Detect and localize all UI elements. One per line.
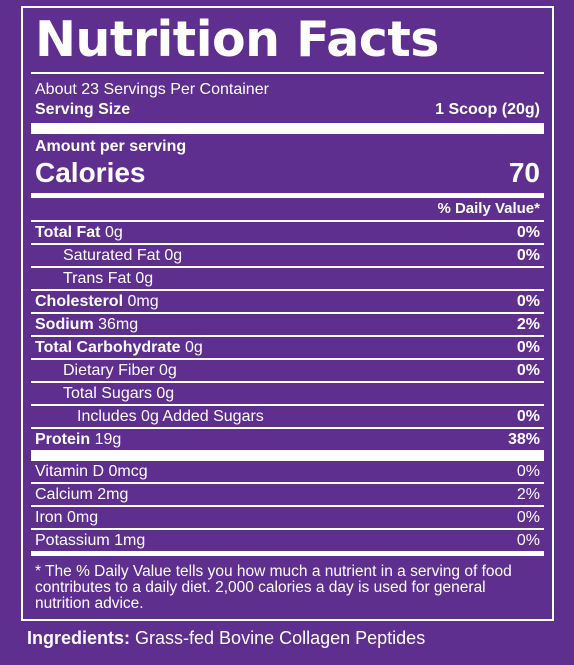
nutrition-facts-panel: Nutrition Facts About 23 Servings Per Co… [21, 6, 554, 621]
vitamin-daily-value: 0% [516, 463, 540, 480]
amount-per-serving: Amount per serving [35, 138, 187, 155]
nutrient-label: Total Sugars 0g [35, 383, 174, 404]
nutrient-label: Saturated Fat 0g [35, 245, 182, 266]
nutrient-label: Dietary Fiber 0g [35, 360, 177, 381]
medium-divider [31, 193, 544, 198]
nutrient-amount: 36mg [98, 316, 139, 333]
vitamin-list: Vitamin D 0mcg 0% Calcium 2mg 2% Iron 0mg 0% P… [31, 461, 544, 551]
nutrient-divider [31, 381, 544, 383]
nutrient-amount: 0g [104, 224, 123, 241]
nutrient-amount: 0g [164, 247, 183, 264]
vitamin-label: Potassium 1mg [35, 532, 146, 549]
nutrient-label: Sodium 36mg [35, 314, 138, 335]
nutrient-name: Total Carbohydrate [35, 339, 181, 356]
nutrient-daily-value: 0% [516, 247, 540, 264]
vitamin-daily-value: 2% [516, 486, 540, 503]
nutrient-amount: 0g [184, 339, 203, 356]
nutrient-label: Total Fat 0g [35, 222, 123, 243]
ingredients: Ingredients: Grass-fed Bovine Collagen P… [27, 626, 425, 650]
nutrient-name: Dietary Fiber [63, 362, 155, 379]
nutrient-row: Dietary Fiber 0g 0% [35, 360, 540, 381]
vitamin-label: Calcium 2mg [35, 486, 129, 503]
vitamin-label: Vitamin D 0mcg [35, 463, 148, 480]
nutrient-daily-value: 0% [516, 224, 540, 241]
nutrient-row: Total Carbohydrate 0g 0% [35, 337, 540, 358]
serving-size-value: 1 Scoop (20g) [435, 101, 540, 118]
vitamin-row: Vitamin D 0mcg 0% [35, 461, 540, 482]
nutrient-row: Saturated Fat 0g 0% [35, 245, 540, 266]
nutrient-label: Includes 0g Added Sugars [35, 406, 264, 427]
ingredients-label: Ingredients: [27, 628, 131, 648]
nutrient-divider [31, 289, 544, 291]
nutrient-divider [31, 358, 544, 360]
calories-row: Calories 70 [35, 156, 540, 190]
thick-divider [31, 123, 544, 134]
nutrient-label: Cholesterol 0mg [35, 291, 159, 312]
nutrient-row: Protein 19g 38% [35, 429, 540, 450]
nutrient-name: Saturated Fat [63, 247, 160, 264]
nutrition-facts-title: Nutrition Facts [35, 11, 439, 68]
nutrient-divider [31, 266, 544, 268]
nutrient-row: Cholesterol 0mg 0% [35, 291, 540, 312]
nutrient-name: Trans Fat [63, 270, 131, 287]
calories-value: 70 [508, 157, 540, 188]
nutrient-divider [31, 312, 544, 314]
ingredients-text: Grass-fed Bovine Collagen Peptides [135, 628, 426, 648]
nutrient-amount: 19g [94, 431, 122, 448]
nutrient-name: Includes 0g Added Sugars [77, 408, 264, 425]
vitamin-row: Calcium 2mg 2% [35, 484, 540, 505]
nutrient-daily-value: 0% [516, 293, 540, 310]
nutrient-daily-value: 0% [516, 408, 540, 425]
nutrient-amount: 0mg [127, 293, 159, 310]
nutrient-name: Total Fat [35, 224, 101, 241]
nutrient-divider [31, 220, 544, 222]
serving-size-label: Serving Size [35, 101, 131, 118]
vitamin-divider [31, 505, 544, 507]
medium-divider [31, 551, 544, 556]
serving-size-row: Serving Size 1 Scoop (20g) [35, 100, 540, 120]
nutrient-name: Cholesterol [35, 293, 124, 310]
nutrient-row: Sodium 36mg 2% [35, 314, 540, 335]
footnote: * The % Daily Value tells you how much a… [35, 563, 512, 612]
nutrient-label: Trans Fat 0g [35, 268, 153, 289]
nutrient-label: Protein 19g [35, 429, 121, 450]
calories-label: Calories [35, 157, 146, 188]
nutrient-divider [31, 243, 544, 245]
nutrient-amount: 0g [159, 362, 177, 379]
vitamin-daily-value: 0% [516, 532, 540, 549]
thick-divider [31, 450, 544, 461]
nutrient-row: Trans Fat 0g [35, 268, 540, 289]
nutrient-row: Total Fat 0g 0% [35, 222, 540, 243]
nutrient-daily-value: 0% [516, 339, 540, 356]
nutrient-daily-value: 38% [507, 431, 540, 448]
nutrient-amount: 0g [156, 385, 175, 402]
daily-value-header: % Daily Value* [437, 200, 540, 217]
servings-per-container: About 23 Servings Per Container [35, 81, 269, 98]
nutrient-divider [31, 335, 544, 337]
nutrient-name: Sodium [35, 316, 94, 333]
nutrient-daily-value: 0% [516, 362, 540, 379]
vitamin-daily-value: 0% [516, 509, 540, 526]
divider [31, 72, 544, 74]
nutrient-amount: 0g [135, 270, 154, 287]
nutrient-list: Total Fat 0g 0% Saturated Fat 0g 0% Trans Fa… [31, 220, 544, 450]
nutrient-name: Protein [35, 431, 91, 448]
vitamin-row: Potassium 1mg 0% [35, 530, 540, 551]
nutrient-row: Total Sugars 0g [35, 383, 540, 404]
vitamin-divider [31, 482, 544, 484]
nutrient-row: Includes 0g Added Sugars 0% [35, 406, 540, 427]
nutrient-daily-value: 2% [516, 316, 540, 333]
nutrient-label: Total Carbohydrate 0g [35, 337, 203, 358]
vitamin-divider [31, 528, 544, 530]
vitamin-label: Iron 0mg [35, 509, 99, 526]
nutrient-name: Total Sugars [63, 385, 152, 402]
nutrient-divider [31, 404, 544, 406]
vitamin-row: Iron 0mg 0% [35, 507, 540, 528]
nutrient-divider [31, 427, 544, 429]
